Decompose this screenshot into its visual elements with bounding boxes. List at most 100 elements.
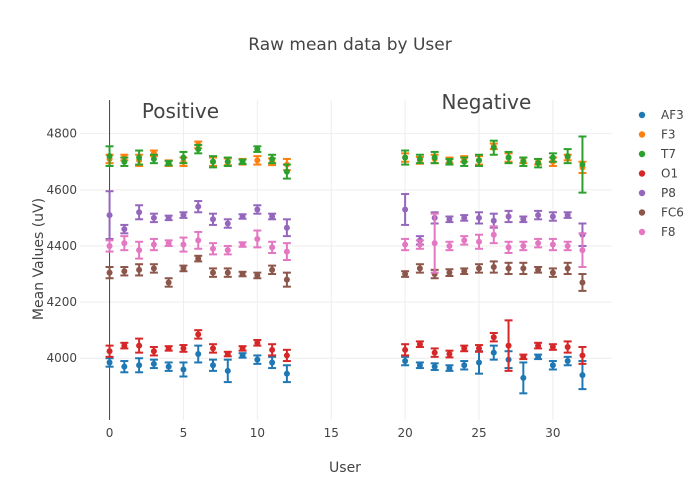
data-point (106, 359, 113, 366)
data-point (579, 352, 586, 359)
data-point (549, 154, 556, 161)
data-point (106, 348, 113, 355)
data-point (446, 351, 453, 358)
data-point (269, 346, 276, 353)
y-axis-title: Mean Values (uV) (31, 198, 47, 320)
data-point (121, 240, 128, 247)
legend-item-p8[interactable]: P8 (638, 186, 676, 200)
data-point (224, 220, 231, 227)
data-point (254, 206, 261, 213)
data-point (579, 372, 586, 379)
data-point (136, 209, 143, 216)
data-point (136, 247, 143, 254)
data-point (535, 160, 542, 167)
data-point (564, 344, 571, 351)
data-point (165, 345, 172, 352)
data-point (564, 265, 571, 272)
legend-item-af3[interactable]: AF3 (638, 108, 684, 122)
data-point (224, 269, 231, 276)
data-point (224, 158, 231, 165)
data-point (269, 155, 276, 162)
data-point (416, 241, 423, 248)
data-point (121, 342, 128, 349)
y-tick-label: 4800 (46, 127, 77, 141)
y-tick-label: 4600 (46, 183, 77, 197)
data-point (476, 345, 482, 352)
data-point (254, 272, 261, 279)
data-point (210, 158, 216, 165)
data-point (283, 352, 290, 359)
data-point (579, 247, 586, 254)
data-point (402, 206, 409, 213)
data-point (535, 353, 542, 360)
data-point (165, 279, 172, 286)
legend-item-o1[interactable]: O1 (638, 167, 678, 181)
data-point (165, 214, 172, 221)
annotation-label: Negative (442, 90, 532, 114)
data-point (476, 265, 482, 272)
data-point (446, 365, 453, 372)
y-tick-label: 4400 (46, 239, 77, 253)
data-point (195, 351, 202, 358)
legend-marker (638, 111, 646, 119)
legend-label: T7 (660, 147, 676, 161)
data-point (505, 213, 512, 220)
data-point (520, 353, 527, 360)
data-point (520, 374, 527, 381)
data-point (402, 271, 409, 278)
data-point (431, 363, 438, 370)
data-point (106, 242, 113, 249)
data-point (106, 269, 113, 276)
data-point (283, 370, 290, 377)
data-point (431, 240, 438, 247)
data-point (505, 154, 512, 161)
data-point (402, 358, 409, 365)
legend-item-f8[interactable]: F8 (638, 225, 676, 239)
legend-item-t7[interactable]: T7 (638, 147, 676, 161)
data-point (461, 268, 468, 275)
data-point (106, 153, 113, 160)
data-point (150, 155, 157, 162)
legend-item-fc6[interactable]: FC6 (638, 206, 684, 220)
data-point (505, 265, 512, 272)
data-point (136, 154, 143, 161)
data-point (106, 212, 113, 219)
data-point (136, 342, 143, 349)
data-point (254, 235, 261, 242)
data-point (150, 265, 157, 272)
data-point (210, 216, 216, 223)
data-point (224, 351, 231, 358)
data-point (195, 255, 202, 262)
data-point (549, 213, 556, 220)
data-point (180, 366, 187, 373)
series-t7 (105, 135, 587, 194)
series-f8 (105, 212, 587, 274)
data-point (121, 158, 128, 165)
data-point (180, 154, 187, 161)
data-point (476, 238, 482, 245)
x-tick-label: 20 (397, 426, 412, 440)
data-point (402, 154, 409, 161)
data-point (180, 241, 187, 248)
data-point (431, 349, 438, 356)
x-tick-label: 10 (250, 426, 265, 440)
data-point (461, 158, 468, 165)
data-point (416, 362, 423, 369)
data-point (224, 367, 231, 374)
data-point (490, 231, 497, 238)
data-point (564, 358, 571, 365)
legend-item-f3[interactable]: F3 (638, 128, 676, 142)
data-point (446, 242, 453, 249)
series-o1 (105, 319, 587, 372)
data-point (239, 345, 246, 352)
data-point (476, 214, 482, 221)
data-point (490, 144, 497, 151)
data-point (579, 161, 586, 168)
data-point (564, 212, 571, 219)
data-point (535, 266, 542, 273)
data-point (490, 334, 497, 341)
data-point (564, 242, 571, 249)
data-point (535, 342, 542, 349)
data-point (549, 344, 556, 351)
legend[interactable]: AF3 F3 T7 O1 P8 FC6 F8 (638, 108, 684, 239)
